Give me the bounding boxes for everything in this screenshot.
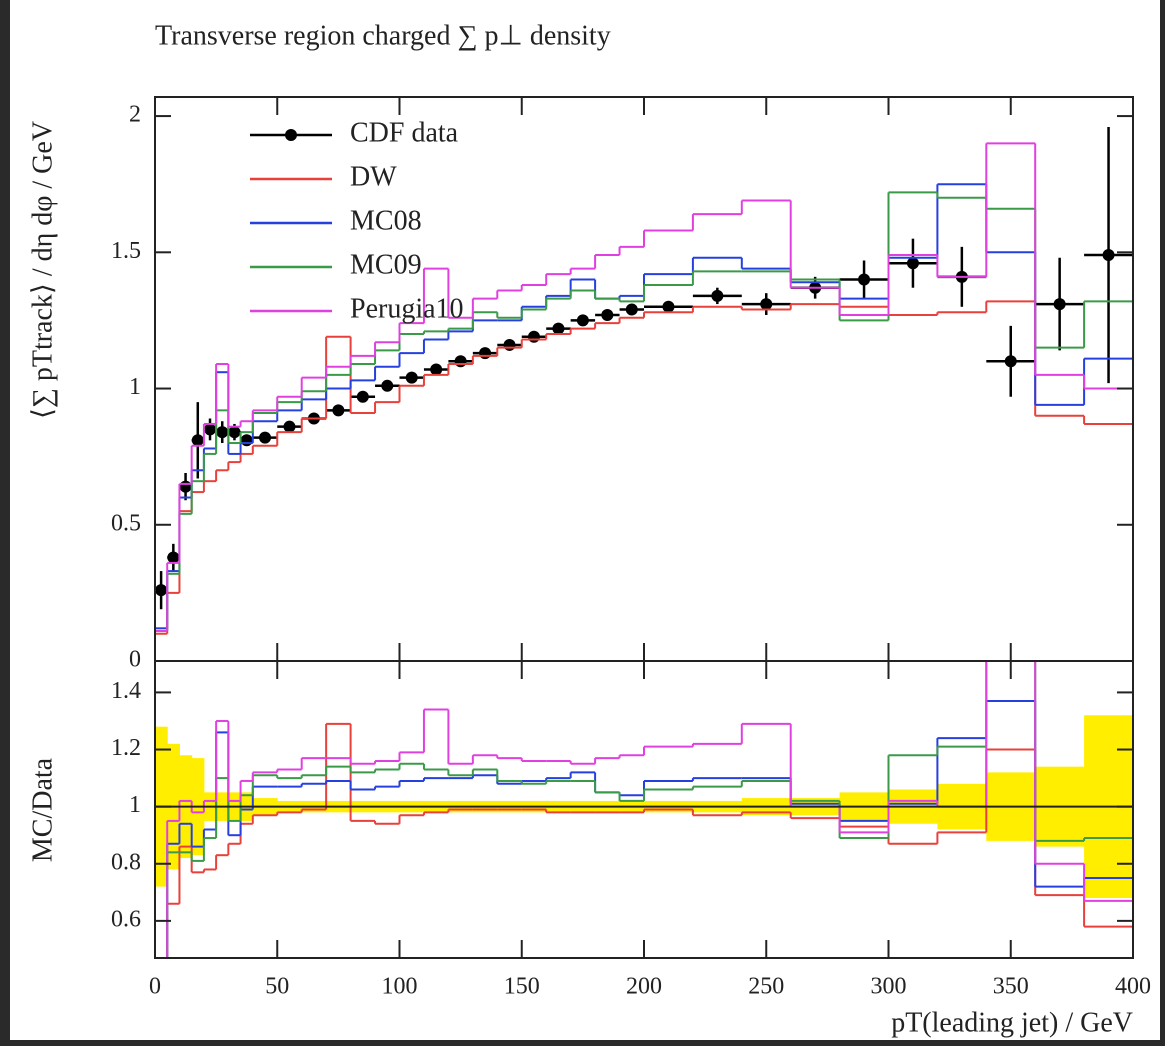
data-point xyxy=(552,322,565,335)
x-tick-label: 150 xyxy=(504,974,540,1000)
legend-label: Perugia10 xyxy=(350,293,464,324)
x-tick-label: 350 xyxy=(993,974,1029,1000)
data-point xyxy=(601,308,614,321)
y-tick-label: 0.8 xyxy=(111,849,141,875)
data-point xyxy=(191,434,204,447)
data-point xyxy=(155,584,168,597)
legend-label: MC09 xyxy=(350,249,422,280)
x-axis-label: pT(leading jet) / GeV xyxy=(891,1007,1133,1038)
data-point xyxy=(1102,249,1115,262)
y-tick-label: 0 xyxy=(129,647,141,673)
data-point xyxy=(332,404,345,417)
data-point xyxy=(216,426,229,439)
legend-label: CDF data xyxy=(350,117,459,148)
x-tick-label: 300 xyxy=(871,974,907,1000)
x-tick-label: 250 xyxy=(748,974,784,1000)
y-axis-label: ⟨∑ pTtrack⟩ / dη dφ / GeV xyxy=(27,121,58,419)
data-point xyxy=(356,390,369,403)
data-point xyxy=(479,347,492,360)
legend-label: MC08 xyxy=(350,205,422,236)
data-point xyxy=(858,273,871,286)
data-point xyxy=(1004,355,1017,368)
data-point xyxy=(576,314,589,327)
data-point xyxy=(430,363,443,376)
data-point xyxy=(228,426,241,439)
data-point xyxy=(283,420,296,433)
y-tick-label: 1.4 xyxy=(111,678,141,704)
data-point xyxy=(454,355,467,368)
y-tick-label: 1.2 xyxy=(111,735,141,761)
data-point xyxy=(167,551,180,564)
y-tick-label: 1 xyxy=(129,374,141,400)
data-point xyxy=(760,298,773,311)
data-point xyxy=(240,434,253,447)
data-point xyxy=(527,330,540,343)
x-tick-label: 50 xyxy=(265,974,289,1000)
y-tick-label: 1 xyxy=(129,792,141,818)
plot-background xyxy=(10,0,1160,1040)
data-point xyxy=(259,431,272,444)
y-tick-label: 0.6 xyxy=(111,906,141,932)
y-axis-label: MC/Data xyxy=(27,757,58,862)
data-point xyxy=(405,371,418,384)
x-tick-label: 400 xyxy=(1115,974,1151,1000)
data-point xyxy=(662,300,675,313)
axes: 0 0.5 1 1.5 2 CDF data DW MC08 MC09 Perugia10 0.6 0… xyxy=(111,97,1151,1000)
data-point xyxy=(204,423,217,436)
data-point xyxy=(906,257,919,270)
data-point xyxy=(711,289,724,302)
y-tick-label: 2 xyxy=(129,102,141,128)
data-point xyxy=(381,379,394,392)
frame xyxy=(154,96,1134,959)
x-tick-label: 200 xyxy=(626,974,662,1000)
x-tick-label: 100 xyxy=(382,974,418,1000)
chart-title: Transverse region charged ∑ p⊥ density xyxy=(155,20,611,51)
data-point xyxy=(503,338,516,351)
main-panel xyxy=(155,126,1133,635)
legend-marker xyxy=(285,129,297,141)
data-point xyxy=(1053,298,1066,311)
x-tick-label: 0 xyxy=(149,974,161,1000)
data-point xyxy=(625,303,638,316)
legend-label: DW xyxy=(350,161,397,192)
y-tick-label: 0.5 xyxy=(111,510,141,536)
y-tick-label: 1.5 xyxy=(111,238,141,264)
data-point xyxy=(179,480,192,493)
